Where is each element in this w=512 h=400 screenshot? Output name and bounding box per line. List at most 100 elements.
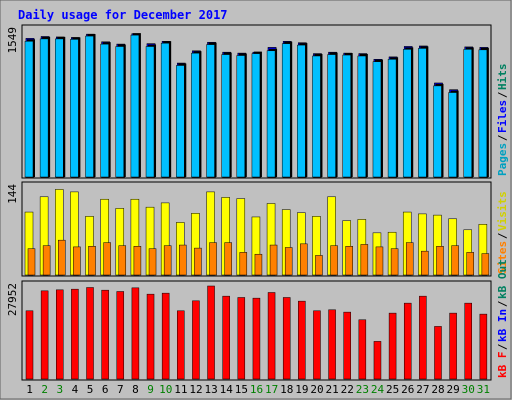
x-tick-label: 7	[117, 383, 124, 396]
legend-separator: /	[496, 232, 509, 239]
x-tick-label: 3	[57, 383, 64, 396]
bar-kb-f	[419, 295, 427, 380]
bar-kb-f	[192, 300, 200, 380]
bar-kb-f	[222, 295, 230, 380]
x-tick-label: 1	[26, 383, 33, 396]
bar-sites	[179, 244, 187, 276]
x-tick-label: 11	[174, 383, 187, 396]
bar-pages	[448, 92, 457, 178]
bar-pages	[236, 55, 246, 178]
bar-sites	[330, 245, 338, 276]
bar-pages	[130, 34, 140, 178]
x-tick-label: 20	[310, 383, 323, 396]
legend-label: Pages	[496, 143, 509, 176]
legend-label: Sites	[496, 241, 509, 274]
bar-sites	[209, 242, 217, 276]
x-tick-label: 17	[265, 383, 278, 396]
bar-pages	[372, 61, 382, 178]
bar-sites	[375, 246, 384, 276]
bar-pages	[100, 43, 109, 178]
chart-panel-2: 144 Sites /Visits	[6, 181, 509, 277]
bar-sites	[481, 253, 490, 276]
x-tick-label: 27	[416, 383, 429, 396]
bar-sites	[103, 242, 111, 276]
bar-kb-f	[267, 292, 276, 380]
bar-pages	[176, 65, 185, 178]
x-tick-label: 5	[87, 383, 94, 396]
bar-pages	[70, 39, 79, 178]
legend-label: kB F	[496, 352, 509, 379]
bar-pages	[266, 50, 276, 178]
bar-pages	[206, 44, 215, 178]
legend-separator: /	[496, 134, 509, 141]
legend-separator: /	[496, 91, 509, 98]
bar-kb-f	[434, 326, 442, 380]
bar-sites	[254, 253, 263, 276]
bar-sites	[315, 255, 323, 276]
x-tick-label: 6	[102, 383, 109, 396]
bar-pages	[55, 38, 64, 178]
bar-sites	[58, 239, 66, 276]
x-tick-label: 21	[326, 383, 339, 396]
bar-sites	[27, 248, 36, 276]
bar-pages	[327, 54, 336, 178]
x-tick-label: 31	[477, 383, 490, 396]
bar-sites	[345, 246, 353, 276]
x-tick-label: 18	[280, 383, 293, 396]
bar-sites	[284, 247, 293, 276]
bar-pages	[191, 52, 200, 178]
bar-pages	[221, 54, 230, 178]
bar-sites	[163, 245, 172, 276]
x-tick-label: 22	[341, 383, 354, 396]
bar-pages	[402, 49, 412, 178]
bar-pages	[312, 55, 321, 178]
max-value-label: 27952	[6, 283, 19, 316]
bar-kb-f	[25, 310, 34, 380]
bar-kb-f	[328, 309, 336, 380]
bar-kb-f	[207, 285, 215, 380]
bar-kb-f	[298, 300, 306, 380]
bar-sites	[194, 247, 202, 276]
bar-pages	[160, 42, 170, 178]
bar-pages	[433, 85, 442, 178]
bar-sites	[421, 250, 429, 276]
bar-sites	[360, 244, 369, 276]
bar-sites	[405, 242, 414, 276]
bar-kb-f	[101, 289, 109, 380]
bar-kb-f	[116, 291, 125, 380]
bar-sites	[133, 246, 142, 276]
bar-kb-f	[71, 288, 79, 380]
bar-pages	[39, 38, 49, 178]
legend-label: Hits	[496, 64, 509, 91]
bar-kb-f	[161, 292, 170, 380]
x-tick-label: 15	[235, 383, 248, 396]
max-value-label: 1549	[6, 27, 19, 54]
bar-pages	[297, 44, 306, 178]
x-tick-label: 25	[386, 383, 399, 396]
chart-title: Daily usage for December 2017	[18, 8, 228, 22]
bar-kb-f	[479, 313, 488, 380]
legend-separator: /	[496, 343, 509, 350]
bar-pages	[418, 48, 427, 178]
x-tick-label: 16	[250, 383, 263, 396]
x-tick-label: 24	[371, 383, 385, 396]
bar-sites	[466, 252, 474, 276]
bar-kb-f	[313, 310, 321, 380]
x-tick-label: 29	[447, 383, 460, 396]
bar-pages	[145, 46, 155, 178]
max-value-label: 144	[6, 184, 19, 204]
x-tick-label: 23	[356, 383, 369, 396]
bar-kb-f	[282, 297, 291, 380]
bar-kb-f	[131, 287, 140, 380]
bar-kb-f	[86, 287, 94, 380]
x-tick-label: 10	[159, 383, 172, 396]
legend-label: Files	[496, 100, 509, 133]
bar-sites	[224, 242, 232, 276]
bar-sites	[390, 248, 399, 276]
x-tick-label: 2	[41, 383, 48, 396]
legend-label: Visits	[496, 191, 509, 231]
x-tick-label: 30	[462, 383, 475, 396]
